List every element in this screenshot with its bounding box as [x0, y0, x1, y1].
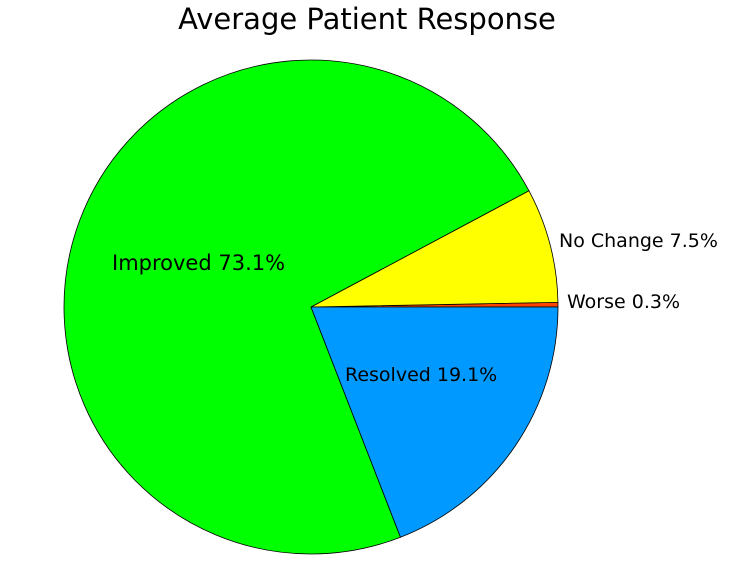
- pie-slice-resolved: [310, 306, 559, 538]
- pie-slice-improved: [63, 59, 530, 555]
- chart-title: Average Patient Response: [178, 2, 556, 36]
- slice-label-improved: Improved 73.1%: [112, 251, 285, 275]
- slice-label-resolved: Resolved 19.1%: [345, 364, 497, 386]
- slice-label-worse: Worse 0.3%: [567, 291, 680, 313]
- slice-label-no-change: No Change 7.5%: [559, 230, 718, 252]
- pie-slice-no-change: [310, 190, 559, 308]
